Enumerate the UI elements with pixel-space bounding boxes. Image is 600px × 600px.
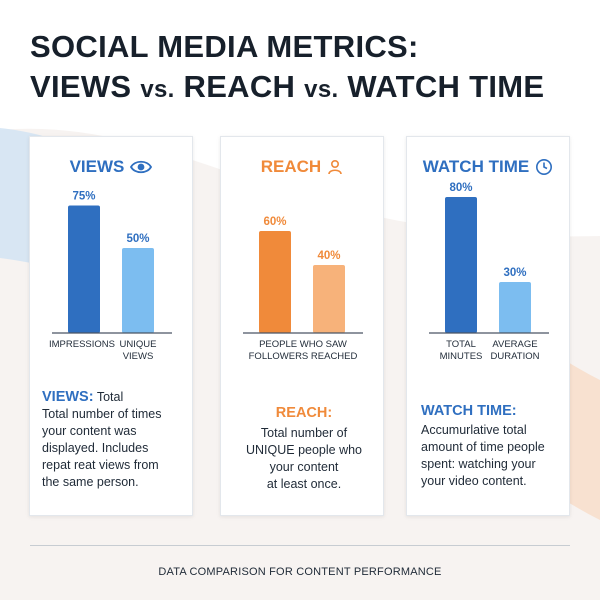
- views-heading-text: VIEWS: [69, 157, 125, 176]
- views-category-label: UNIQUE: [120, 339, 157, 350]
- reach-card: REACH 60% 40% PEOPLE WHO SAW FOLLOWERS REAC…: [220, 136, 384, 516]
- views-desc-line: your content was: [42, 424, 137, 438]
- views-card: VIEWS 75% 50% IMPRESSIONS UNIQUE VIEWS VIEWS…: [29, 136, 193, 516]
- reach-description: REACH: Total number of UNIQUE people who…: [233, 405, 375, 493]
- title-vs-1: vs.: [140, 76, 175, 103]
- watch-time-category-label: MINUTES: [440, 351, 483, 362]
- views-desc-inline: Total: [96, 390, 124, 404]
- title-vs-2: vs.: [304, 76, 339, 103]
- title-views: VIEWS: [30, 69, 132, 104]
- watch-time-value-label: 80%: [449, 182, 472, 194]
- reach-desc-line: your content: [269, 460, 339, 474]
- footer-caption: DATA COMPARISON FOR CONTENT PERFORMANCE: [158, 566, 442, 578]
- watch-time-desc-line: your video content.: [421, 474, 527, 488]
- watch-time-desc-line: amount of time people: [421, 440, 545, 454]
- reach-bar: [313, 265, 345, 333]
- views-desc-title: VIEWS:: [42, 389, 94, 405]
- person-icon: [327, 159, 343, 175]
- reach-card-heading: REACH: [221, 157, 383, 177]
- watch-time-value-label: 30%: [503, 267, 526, 279]
- watch-time-description: WATCH TIME: Accumurlative total amount o…: [421, 403, 563, 490]
- title-reach: REACH: [183, 69, 296, 104]
- reach-value-label: 60%: [263, 216, 286, 228]
- views-chart: 75% 50% IMPRESSIONS UNIQUE VIEWS: [30, 173, 194, 373]
- page-title: SOCIAL MEDIA METRICS: VIEWS vs. REACH vs…: [30, 28, 544, 109]
- watch-time-category-label: AVERAGE: [492, 339, 537, 350]
- watch-time-bar: [499, 282, 531, 333]
- title-line-1: SOCIAL MEDIA METRICS:: [30, 29, 419, 64]
- watch-time-card: WATCH TIME 80% 30% TOTAL MINUTES AVERAGE DURA…: [406, 136, 570, 516]
- reach-chart: 60% 40% PEOPLE WHO SAW FOLLOWERS REACHED: [221, 173, 385, 373]
- eye-icon: [130, 159, 153, 175]
- reach-desc-line: Total number of: [260, 426, 348, 440]
- views-bar: [68, 205, 100, 333]
- views-value-label: 75%: [72, 191, 95, 203]
- views-desc-line: Total number of times: [42, 407, 162, 421]
- watch-time-bar: [445, 197, 477, 333]
- reach-bar: [259, 231, 291, 333]
- title-line-2: VIEWS vs. REACH vs. WATCH TIME: [30, 68, 544, 109]
- watch-time-card-heading: WATCH TIME: [407, 157, 569, 177]
- watch-time-desc-line: spent: watching your: [421, 457, 536, 471]
- watch-time-desc-line: Accumurlative total: [421, 423, 527, 437]
- title-watch-time: WATCH TIME: [347, 69, 545, 104]
- views-value-label: 50%: [126, 233, 149, 245]
- reach-desc-title: REACH:: [275, 405, 333, 421]
- watch-time-category-label: DURATION: [491, 351, 540, 362]
- watch-time-heading-text: WATCH TIME: [422, 157, 530, 176]
- views-description: VIEWS: Total Total number of times your …: [42, 389, 184, 491]
- reach-desc-line: at least once.: [266, 477, 342, 491]
- reach-value-label: 40%: [317, 250, 340, 262]
- views-desc-line: the same person.: [42, 475, 139, 489]
- views-desc-line: repat reat views from: [42, 458, 159, 472]
- reach-category-label: PEOPLE WHO SAW: [259, 339, 347, 350]
- views-bar: [122, 248, 154, 333]
- views-card-heading: VIEWS: [30, 157, 192, 177]
- reach-category-label: FOLLOWERS REACHED: [249, 351, 358, 362]
- watch-time-category-label: TOTAL: [446, 339, 476, 350]
- reach-desc-line: UNIQUE people who: [245, 443, 363, 457]
- views-desc-line: displayed. Includes: [42, 441, 149, 455]
- reach-heading-text: REACH: [260, 157, 322, 176]
- watch-time-desc-title: WATCH TIME:: [421, 403, 517, 419]
- views-category-label: VIEWS: [123, 351, 154, 362]
- clock-icon: [535, 158, 553, 176]
- footer-divider: [30, 545, 570, 546]
- watch-time-chart: 80% 30% TOTAL MINUTES AVERAGE DURATION: [407, 173, 571, 373]
- views-category-label: IMPRESSIONS: [49, 339, 115, 350]
